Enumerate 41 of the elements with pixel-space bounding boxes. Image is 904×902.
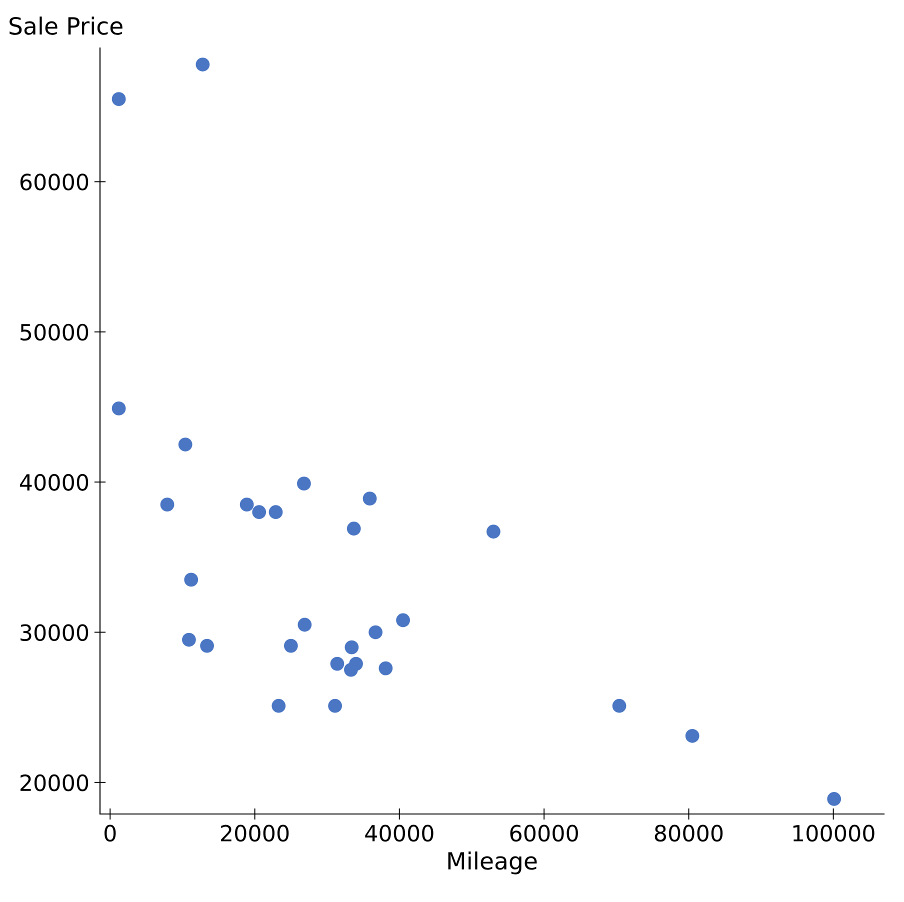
point — [272, 698, 286, 713]
point — [178, 438, 192, 452]
x-tick-label: 20000 — [221, 824, 289, 842]
y-tick-label: 20000 — [20, 774, 88, 792]
point — [330, 656, 344, 671]
point — [328, 698, 342, 713]
point — [160, 498, 174, 512]
point — [368, 625, 382, 640]
point — [612, 698, 626, 713]
x-axis-title: Mileage — [448, 851, 537, 874]
point — [344, 640, 359, 654]
y-tick-label: 40000 — [20, 474, 88, 491]
x-tick-label: 40000 — [365, 824, 434, 842]
y-axis-title: Sale Price — [10, 16, 122, 35]
y-tick-label: 60000 — [20, 174, 88, 190]
point — [362, 492, 377, 506]
x-tick-label: 60000 — [510, 824, 578, 842]
point — [182, 632, 196, 647]
point — [378, 661, 393, 676]
x-tick-label: 80000 — [654, 824, 723, 842]
y-tick-label: 30000 — [20, 624, 88, 642]
point — [827, 792, 842, 806]
point — [252, 505, 266, 520]
point — [200, 638, 214, 653]
point — [196, 58, 210, 72]
x-tick-label: 0 — [104, 824, 116, 842]
point — [396, 613, 410, 628]
point — [184, 572, 198, 587]
point — [346, 522, 361, 536]
point — [298, 618, 312, 632]
y-tick-label: 50000 — [20, 324, 88, 341]
point — [344, 662, 358, 677]
point — [284, 638, 298, 653]
point — [268, 505, 283, 520]
point — [297, 476, 311, 491]
x-tick-label: 100000 — [793, 824, 874, 842]
point — [112, 402, 126, 416]
point — [685, 728, 700, 743]
point — [240, 498, 254, 512]
point — [486, 524, 500, 539]
point — [112, 92, 126, 106]
